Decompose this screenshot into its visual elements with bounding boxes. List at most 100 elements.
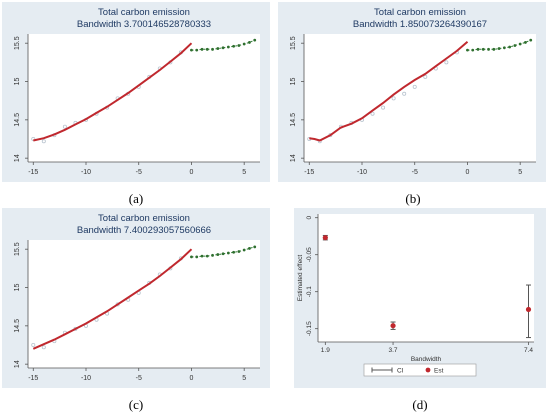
x-tick-label: 0 bbox=[190, 169, 194, 176]
rd-marker bbox=[190, 48, 193, 52]
panel-b: Total carbon emission Bandwidth 1.8500732… bbox=[278, 2, 546, 182]
estimate-point bbox=[322, 235, 328, 241]
y-tick-label: 15 bbox=[14, 78, 21, 86]
panel-a: Total carbon emission Bandwidth 3.7001465… bbox=[2, 2, 270, 182]
y-tick-label: -0.1 bbox=[306, 286, 313, 298]
rd-marker bbox=[492, 47, 496, 51]
rd-marker bbox=[248, 247, 251, 250]
rd-marker bbox=[221, 252, 225, 256]
scatter-point bbox=[423, 74, 428, 79]
x-tick-label: 5 bbox=[242, 375, 246, 382]
rd-marker bbox=[216, 47, 220, 50]
scatter-point bbox=[41, 345, 46, 350]
rd-marker bbox=[195, 48, 199, 52]
fitted-line bbox=[32, 248, 193, 350]
panel-d: 0 -0.05 -0.1 -0.15 1.9 3.7 7.4 Bandwidth Estimat… bbox=[294, 208, 546, 388]
legend-box bbox=[363, 363, 477, 377]
y-tick-label: 14 bbox=[14, 154, 21, 162]
scatter-point bbox=[41, 139, 46, 144]
plot-area bbox=[28, 240, 260, 368]
rd-marker bbox=[232, 250, 236, 254]
x-axis-label: Bandwidth bbox=[411, 356, 442, 363]
scatter-point bbox=[31, 137, 36, 142]
legend-ci-label: CI bbox=[397, 368, 404, 375]
panel-c: Total carbon emission Bandwidth 7.4002930… bbox=[2, 208, 270, 388]
rd-marker bbox=[195, 255, 199, 259]
fitted-line bbox=[33, 42, 193, 142]
rd-marker bbox=[216, 253, 220, 256]
rd-marker bbox=[232, 44, 236, 48]
subfigure-label-d: (d) bbox=[412, 397, 428, 412]
subfigure-label-c: (c) bbox=[128, 397, 144, 412]
plot-area bbox=[28, 34, 260, 162]
rd-marker bbox=[242, 42, 246, 46]
y-tick-label: 14 bbox=[14, 360, 21, 368]
y-tick-label: 14.5 bbox=[14, 319, 21, 333]
rd-marker bbox=[211, 253, 214, 257]
y-tick-label: 14 bbox=[290, 154, 297, 162]
scatter-point bbox=[381, 105, 386, 110]
legend-est-label: Est bbox=[434, 368, 444, 375]
y-tick-label: 15 bbox=[14, 284, 21, 292]
chart-subtitle: Bandwidth 3.700146528780333 bbox=[77, 19, 211, 30]
rd-marker bbox=[226, 251, 230, 255]
chart-title: Total carbon emission bbox=[98, 7, 190, 18]
x-tick-label: -10 bbox=[81, 169, 91, 176]
rd-marker bbox=[476, 47, 480, 51]
x-tick-label: -10 bbox=[81, 375, 91, 382]
rd-marker bbox=[471, 48, 475, 52]
fitted-line bbox=[309, 40, 469, 142]
rd-marker bbox=[237, 44, 241, 47]
scatter-point bbox=[370, 111, 375, 116]
rd-marker bbox=[508, 45, 512, 49]
rd-marker bbox=[529, 38, 533, 42]
subfigure-label-b: (b) bbox=[405, 191, 421, 206]
rd-marker bbox=[524, 41, 527, 44]
rd-marker bbox=[487, 47, 490, 51]
scatter-point bbox=[412, 84, 417, 89]
x-tick-label: -10 bbox=[357, 169, 367, 176]
x-tick-label: -15 bbox=[304, 169, 314, 176]
x-tick-label: 5 bbox=[518, 169, 522, 176]
chart-subtitle: Bandwidth 7.400293057560666 bbox=[77, 225, 211, 236]
x-tick-label: 7.4 bbox=[524, 347, 533, 354]
rd-marker bbox=[253, 38, 257, 42]
scatter-point bbox=[391, 96, 396, 101]
y-tick-label: 15 bbox=[290, 78, 297, 86]
x-tick-label: 3.7 bbox=[389, 347, 398, 354]
rd-marker bbox=[221, 46, 225, 50]
plot-area bbox=[304, 34, 536, 162]
x-tick-label: -15 bbox=[28, 169, 38, 176]
legend-est-symbol bbox=[425, 367, 431, 373]
scatter-point bbox=[402, 91, 407, 96]
rd-marker bbox=[205, 47, 209, 51]
y-tick-label: -0.15 bbox=[306, 321, 313, 336]
chart-title: Total carbon emission bbox=[98, 213, 190, 224]
rd-marker bbox=[200, 47, 204, 51]
y-axis-label: Estimated effect bbox=[297, 255, 304, 302]
rd-marker bbox=[253, 245, 257, 249]
rd-marker bbox=[497, 47, 501, 50]
chart-subtitle: Bandwidth 1.850073264390167 bbox=[353, 19, 487, 30]
y-tick-label: 15.5 bbox=[290, 36, 297, 50]
x-tick-label: -5 bbox=[136, 375, 142, 382]
x-tick-label: 0 bbox=[466, 169, 470, 176]
rd-marker bbox=[190, 255, 193, 259]
chart-title: Total carbon emission bbox=[374, 7, 466, 18]
x-tick-label: 1.9 bbox=[321, 347, 330, 354]
rd-marker bbox=[513, 44, 517, 47]
rd-marker bbox=[211, 47, 214, 51]
rd-marker bbox=[518, 42, 522, 46]
rd-marker bbox=[242, 248, 246, 252]
y-tick-label: 15.5 bbox=[14, 36, 21, 50]
y-tick-label: -0.05 bbox=[306, 247, 313, 262]
scatter-point bbox=[62, 124, 67, 129]
x-tick-label: 0 bbox=[190, 375, 194, 382]
plot-area bbox=[318, 214, 534, 342]
rd-marker bbox=[205, 254, 209, 258]
x-tick-label: -15 bbox=[28, 375, 38, 382]
rd-marker bbox=[226, 45, 230, 49]
rd-marker bbox=[481, 47, 485, 51]
